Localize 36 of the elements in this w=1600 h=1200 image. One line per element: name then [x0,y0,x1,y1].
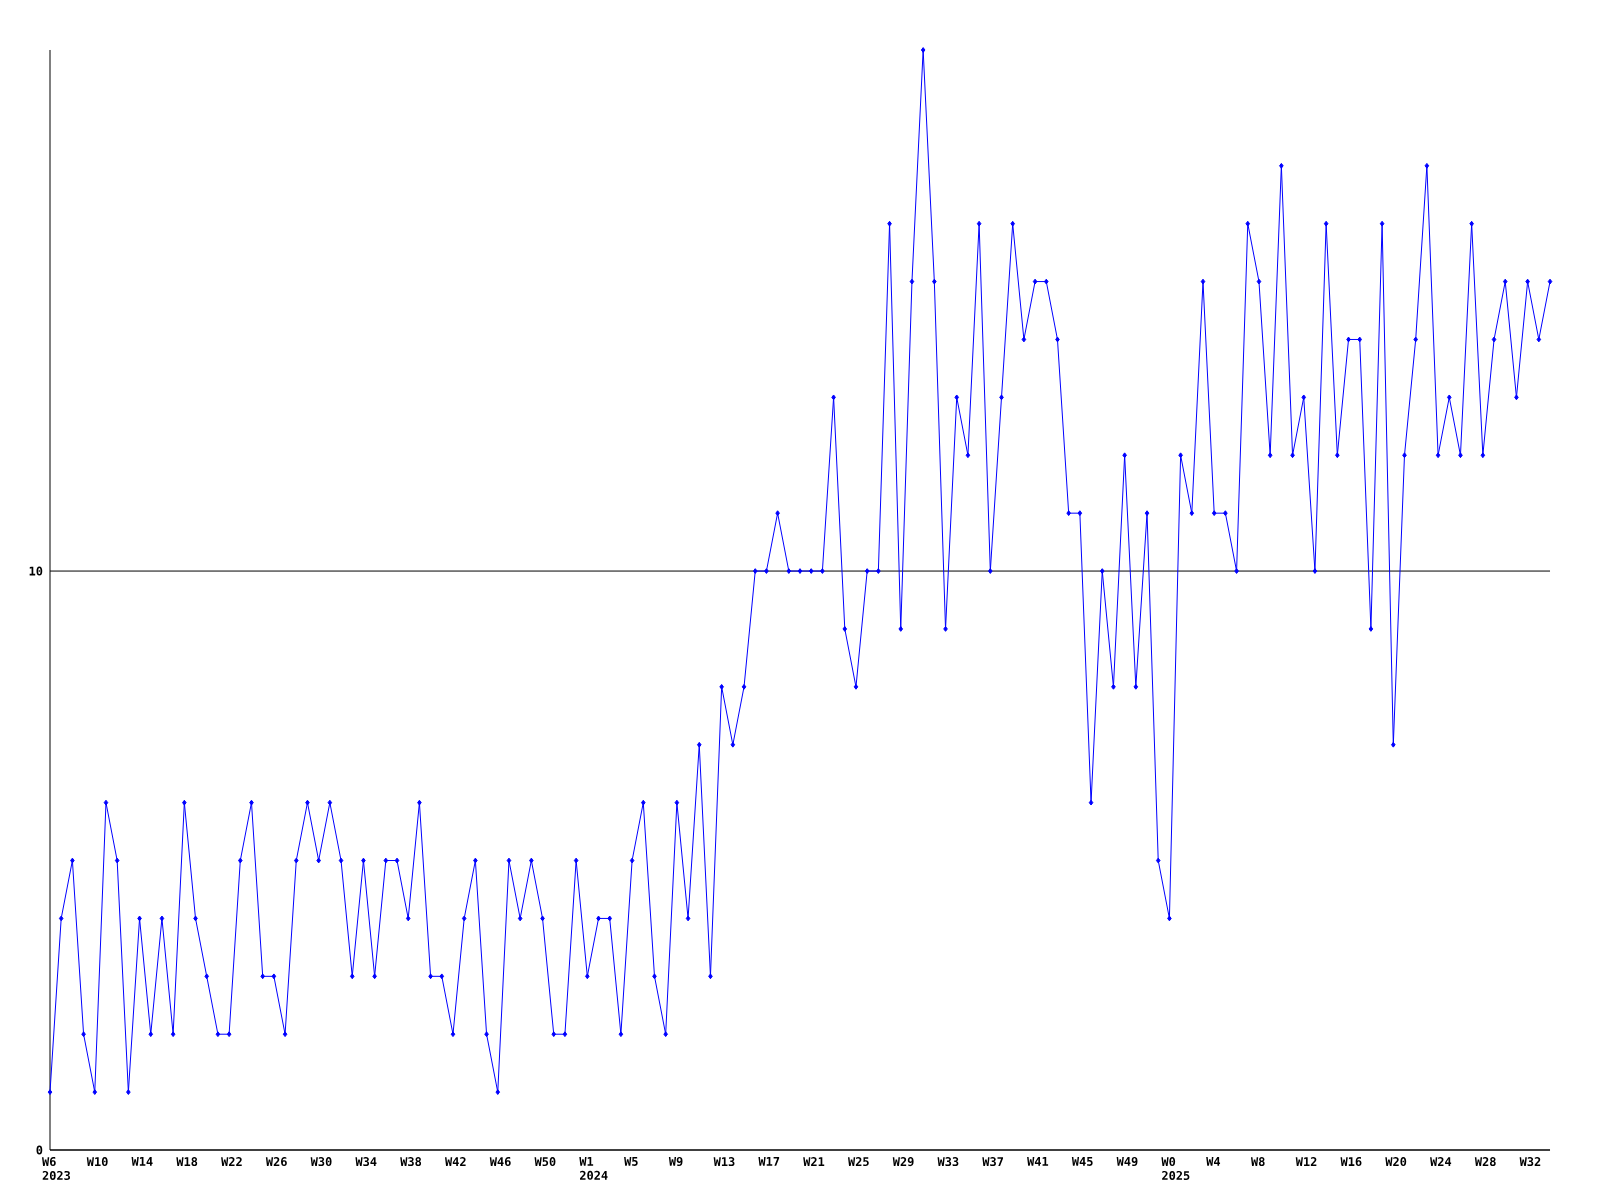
x-tick-label: W20 [1385,1157,1407,1167]
x-tick-label: W32 [1519,1157,1541,1167]
x-tick-label: W0 2025 [1161,1157,1190,1181]
x-tick-label: W12 [1295,1157,1317,1166]
x-tick-label: W49 [1116,1157,1138,1167]
x-tick-label: W33 [937,1157,959,1167]
x-tick-label: W14 [131,1157,153,1166]
x-tick-label: W41 [1027,1157,1049,1166]
x-tick-label: W26 [265,1157,287,1167]
x-tick-label: W45 [1071,1157,1093,1166]
x-tick-label: W5 [624,1157,638,1166]
x-tick-label: W9 [668,1157,683,1167]
x-tick-label: W34 [355,1157,377,1167]
x-tick-label: W22 [221,1157,242,1166]
x-tick-label: W18 [176,1157,198,1167]
x-tick-label: W28 [1474,1157,1496,1167]
x-tick-label: W46 [489,1157,511,1167]
x-tick-label: W42 [444,1157,466,1166]
x-tick-label: W50 [534,1157,556,1167]
x-tick-label: W37 [982,1157,1004,1167]
x-tick-label: W38 [400,1157,422,1167]
x-tick-label: W16 [1340,1157,1362,1167]
x-tick-label: W1 2024 [579,1157,608,1180]
x-tick-label: W6 2023 [42,1157,71,1181]
y-tick-label: 10 [29,566,43,576]
x-tick-label: W30 [310,1157,332,1167]
x-tick-label: W29 [892,1157,914,1167]
x-tick-label: W13 [713,1157,735,1167]
y-tick-label: 0 [36,1145,43,1155]
x-tick-label: W21 [803,1157,825,1166]
x-tick-label: W17 [758,1157,780,1166]
x-tick-label: W24 [1430,1157,1452,1166]
x-tick-label: W8 [1250,1157,1265,1167]
x-tick-label: W10 [86,1157,108,1167]
x-tick-label: W4 [1206,1157,1221,1166]
x-tick-label: W25 [847,1157,869,1167]
